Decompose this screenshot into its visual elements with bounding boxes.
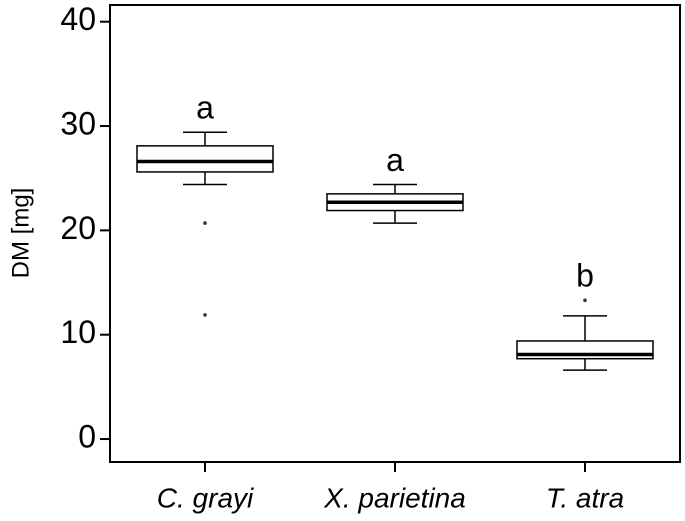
outlier [583,298,587,303]
plot-frame [109,4,681,463]
x-tick-label: C. grayi [157,482,254,513]
box [136,145,274,173]
y-tick-label: 40 [60,1,96,37]
y-axis-label: DM [mg] [7,188,34,279]
significance-letter: a [196,90,214,126]
outlier [203,221,207,225]
y-tick-label: 30 [60,105,96,141]
y-tick-label: 10 [60,314,96,350]
y-tick-label: 20 [60,210,96,246]
y-tick-label: 0 [78,418,96,454]
significance-letter: b [576,258,594,294]
outlier [203,313,207,317]
x-tick-label: T. atra [546,482,624,513]
x-tick-label: X. parietina [323,482,466,513]
significance-letter: a [386,142,404,178]
